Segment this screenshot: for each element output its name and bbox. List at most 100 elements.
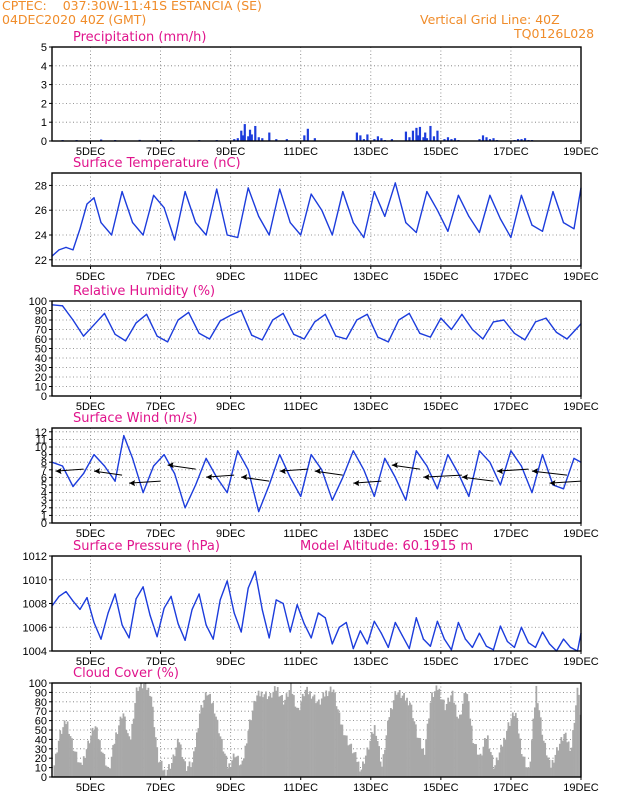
- point: [566, 338, 568, 340]
- bar: [429, 125, 432, 141]
- point: [520, 626, 523, 628]
- point: [268, 234, 270, 236]
- cloud-bar: [150, 696, 153, 777]
- point: [534, 321, 537, 323]
- cloud-bar: [417, 737, 420, 777]
- x-tick-label: 7DEC: [146, 782, 175, 794]
- cloud-bar: [564, 732, 567, 777]
- cloud-bar: [456, 716, 458, 777]
- x-tick-label: 17DEC: [493, 782, 529, 794]
- point: [345, 338, 347, 340]
- x-tick-label: 5DEC: [76, 401, 105, 413]
- panel-title: Surface Wind (m/s): [73, 411, 197, 426]
- bar: [243, 124, 246, 141]
- cloud-bar: [489, 751, 492, 777]
- point: [86, 596, 88, 599]
- plot-frame: [51, 172, 582, 267]
- point: [513, 332, 516, 334]
- y-tick-label: 40: [35, 353, 47, 365]
- header-source: CPTEC:: [2, 0, 47, 13]
- y-tick-label: 1: [41, 510, 47, 522]
- point: [289, 476, 291, 478]
- point: [131, 457, 134, 459]
- point: [58, 595, 60, 597]
- cloud-bar: [118, 725, 120, 777]
- point: [300, 234, 302, 236]
- point: [457, 473, 459, 475]
- cloud-bar: [197, 728, 200, 777]
- x-tick-label: 5DEC: [76, 271, 105, 283]
- bar: [415, 127, 418, 141]
- cloud-bar: [369, 740, 372, 777]
- wind-arrowhead: [531, 468, 538, 475]
- cloud-bar: [575, 705, 577, 777]
- cloud-bar: [65, 724, 67, 777]
- point: [219, 320, 221, 322]
- cloud-bar: [193, 751, 195, 777]
- cloud-bar: [100, 751, 103, 777]
- y-tick-label: 4: [41, 488, 47, 500]
- cloud-bar: [363, 763, 366, 777]
- wind-arrowhead: [241, 474, 248, 481]
- bar: [485, 137, 488, 141]
- bar: [275, 139, 278, 141]
- x-tick-label: 7DEC: [146, 271, 175, 283]
- cloud-bar: [557, 750, 560, 777]
- cloud-bar: [395, 694, 398, 777]
- y-tick-label: 2: [41, 503, 47, 515]
- cloud-bar: [169, 768, 172, 777]
- point: [373, 620, 375, 622]
- cloud-bar: [312, 696, 314, 777]
- x-tick-label: 17DEC: [493, 656, 529, 668]
- point: [373, 495, 375, 497]
- point: [314, 321, 316, 323]
- cloud-bar: [212, 702, 214, 777]
- point: [345, 621, 347, 624]
- point: [121, 191, 123, 193]
- point: [436, 620, 438, 622]
- point: [61, 305, 64, 307]
- cloud-bar: [76, 762, 79, 777]
- point: [436, 209, 438, 211]
- x-tick-label: 15DEC: [423, 271, 459, 283]
- point: [405, 499, 407, 501]
- cloud-bar: [188, 761, 191, 777]
- y-tick-label: 50: [35, 725, 47, 737]
- point: [93, 621, 95, 624]
- point: [520, 465, 523, 467]
- point: [419, 332, 421, 334]
- cloud-bar: [101, 752, 104, 777]
- x-tick-label: 11DEC: [283, 146, 318, 158]
- bar: [453, 138, 457, 141]
- cloud-bar: [276, 687, 279, 777]
- point: [489, 461, 491, 463]
- cloud-bar: [210, 703, 213, 777]
- cloud-bar: [436, 690, 439, 777]
- point: [163, 207, 165, 209]
- cloud-bar: [425, 739, 428, 777]
- point: [531, 492, 533, 494]
- y-tick-label: 28: [35, 180, 47, 192]
- cloud-bar: [435, 685, 438, 777]
- x-tick-label: 17DEC: [493, 528, 529, 540]
- cloud-bar: [250, 720, 253, 777]
- cloud-bar: [464, 692, 467, 777]
- point: [237, 450, 239, 452]
- point: [205, 457, 207, 459]
- cloud-bar: [466, 694, 469, 777]
- point: [65, 591, 67, 593]
- bar: [236, 138, 239, 141]
- point: [377, 336, 379, 338]
- cloud-bar: [356, 761, 358, 777]
- point: [240, 631, 242, 633]
- cloud-bar: [523, 756, 526, 777]
- point: [447, 454, 449, 456]
- point: [226, 234, 228, 236]
- point: [216, 188, 218, 190]
- cloud-bar: [85, 749, 88, 777]
- point: [131, 222, 134, 224]
- bar: [100, 139, 103, 141]
- point: [279, 454, 281, 456]
- point: [247, 469, 249, 471]
